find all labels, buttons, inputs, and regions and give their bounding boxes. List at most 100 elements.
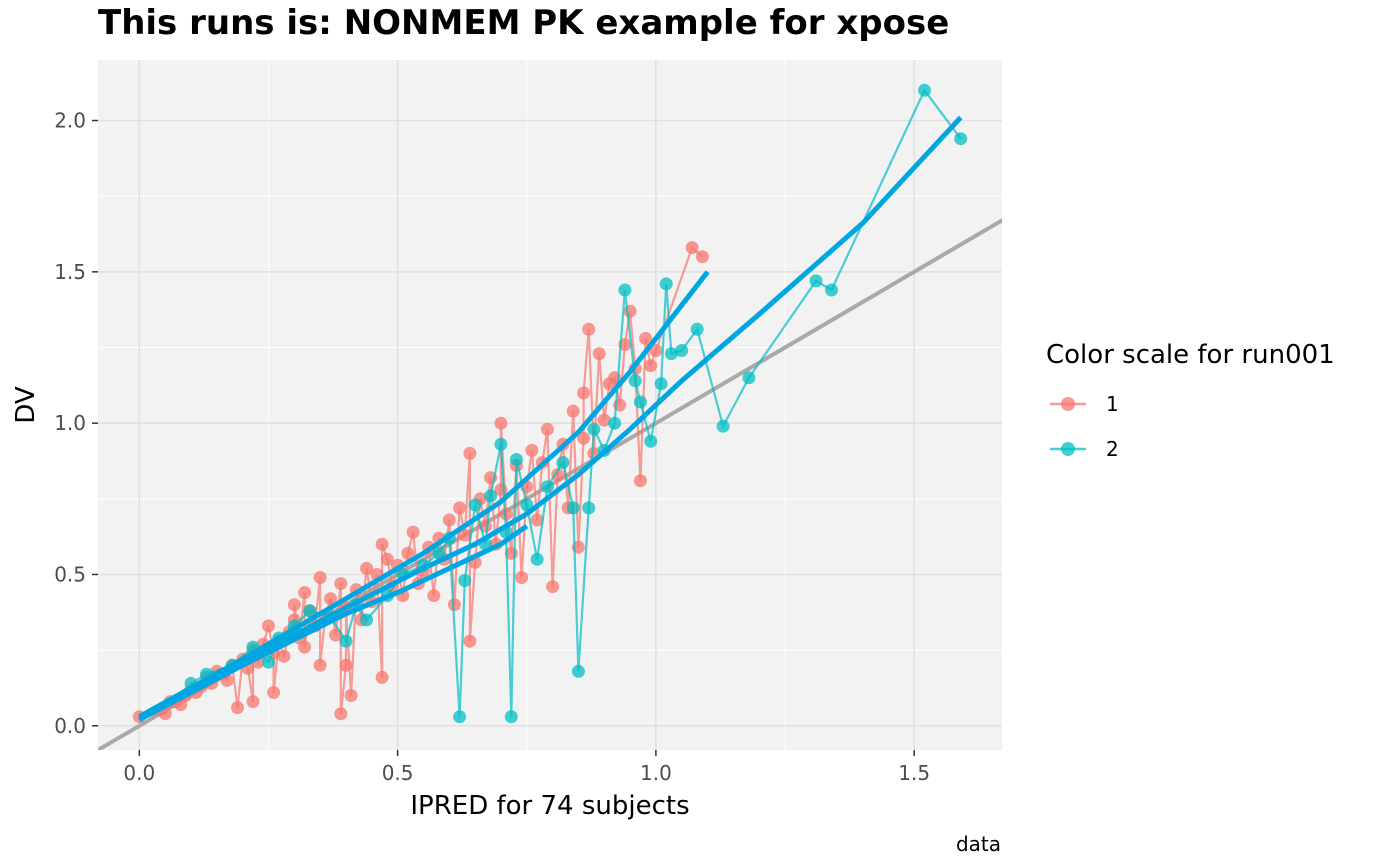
data-point-series-2 [633, 395, 647, 409]
data-point-series-1 [453, 501, 467, 515]
data-point-series-2 [644, 434, 658, 448]
data-point-series-2 [664, 347, 678, 361]
data-point-series-1 [582, 322, 596, 336]
data-point-series-1 [231, 701, 244, 715]
data-point-series-1 [442, 513, 456, 527]
legend-item-2: 2 [1050, 437, 1119, 461]
data-point-series-1 [633, 474, 647, 488]
legend-key-1-point [1061, 397, 1075, 411]
data-point-series-2 [582, 501, 596, 515]
data-point-series-2 [587, 422, 601, 436]
data-point-series-2 [262, 655, 275, 669]
data-point-series-1 [344, 689, 358, 702]
data-point-series-2 [918, 83, 931, 97]
data-point-series-1 [375, 670, 389, 684]
data-point-series-1 [401, 546, 415, 560]
data-point-series-2 [530, 552, 544, 566]
legend-title: Color scale for run001 [1046, 340, 1335, 370]
data-point-series-1 [360, 561, 374, 575]
x-tick-label: 0.5 [382, 761, 414, 785]
data-point-series-1 [639, 331, 653, 345]
data-point-series-2 [453, 710, 467, 724]
data-point-series-2 [360, 613, 374, 627]
data-point-series-1 [551, 468, 565, 482]
y-tick-label: 1.5 [54, 260, 86, 284]
data-point-series-2 [690, 322, 704, 336]
data-point-series-2 [484, 489, 498, 503]
data-point-series-2 [556, 456, 570, 469]
series-2 [184, 83, 968, 724]
data-point-series-2 [468, 498, 482, 512]
data-point-series-1 [525, 443, 539, 457]
data-point-series-2 [339, 634, 353, 648]
data-point-series-2 [303, 604, 317, 618]
data-point-series-1 [546, 580, 560, 594]
data-point-series-1 [267, 686, 281, 699]
data-point-series-2 [675, 344, 689, 357]
data-point-series-1 [577, 431, 591, 445]
data-point-series-1 [375, 537, 389, 551]
legend: Color scale for run001 1 2 [1046, 340, 1335, 461]
data-point-series-2 [742, 371, 756, 385]
data-point-series-1 [298, 640, 312, 654]
data-point-series-1 [380, 552, 394, 566]
chart-caption: data [956, 832, 1001, 856]
data-point-series-2 [520, 498, 534, 512]
data-point-series-2 [659, 277, 673, 291]
data-point-series-2 [509, 453, 523, 466]
y-axis-title: DV [11, 386, 41, 424]
data-point-series-1 [298, 586, 312, 600]
data-point-series-2 [540, 480, 554, 494]
data-point-series-1 [540, 422, 554, 436]
data-point-series-1 [277, 649, 291, 663]
data-point-series-1 [695, 250, 709, 264]
data-point-series-1 [597, 413, 611, 427]
data-point-series-1 [262, 619, 275, 633]
data-point-series-1 [334, 707, 348, 721]
data-point-series-1 [246, 695, 260, 709]
y-tick-label: 0.5 [54, 562, 86, 586]
x-axis-title: IPRED for 74 subjects [410, 791, 689, 821]
smooth-lines [138, 115, 963, 722]
x-tick-label: 1.5 [898, 761, 930, 785]
data-point-series-2 [954, 132, 968, 146]
data-point-series-1 [577, 386, 591, 400]
axis-ticks: 0.0 0.5 1.0 1.5 0.0 0.5 1.0 1.5 2.0 [54, 109, 930, 785]
x-tick-label: 0.0 [123, 761, 155, 785]
data-point-series-1 [313, 571, 327, 584]
chart-title: This runs is: NONMEM PK example for xpos… [98, 3, 949, 43]
data-point-series-2 [608, 416, 622, 430]
data-point-series-1 [427, 589, 441, 603]
data-point-series-2 [566, 501, 580, 515]
data-point-series-2 [825, 283, 838, 297]
smooth-line-1 [138, 270, 710, 719]
data-point-series-1 [463, 446, 477, 460]
data-point-series-1 [644, 359, 658, 373]
legend-label-1: 1 [1106, 392, 1119, 416]
data-point-series-1 [515, 571, 529, 584]
data-point-series-2 [716, 419, 730, 433]
data-point-series-1 [406, 525, 420, 539]
data-point-series-1 [566, 404, 580, 418]
y-tick-label: 0.0 [54, 714, 86, 738]
y-tick-label: 2.0 [54, 109, 86, 133]
data-point-series-2 [494, 437, 508, 451]
data-point-series-1 [324, 592, 337, 606]
data-point-series-2 [432, 546, 446, 560]
data-point-series-1 [458, 528, 472, 542]
data-point-series-2 [809, 274, 823, 288]
data-point-series-2 [654, 377, 668, 391]
data-point-series-1 [530, 513, 544, 527]
data-point-series-2 [628, 374, 642, 388]
data-point-series-2 [571, 664, 585, 678]
data-point-series-1 [313, 658, 327, 672]
data-point-series-2 [618, 283, 632, 297]
data-point-series-1 [334, 577, 348, 591]
data-point-series-2 [504, 710, 518, 724]
data-point-series-1 [287, 598, 301, 612]
data-point-series-1 [685, 241, 699, 255]
data-point-series-2 [458, 574, 472, 587]
y-tick-label: 1.0 [54, 411, 86, 435]
data-point-series-1 [494, 416, 508, 430]
